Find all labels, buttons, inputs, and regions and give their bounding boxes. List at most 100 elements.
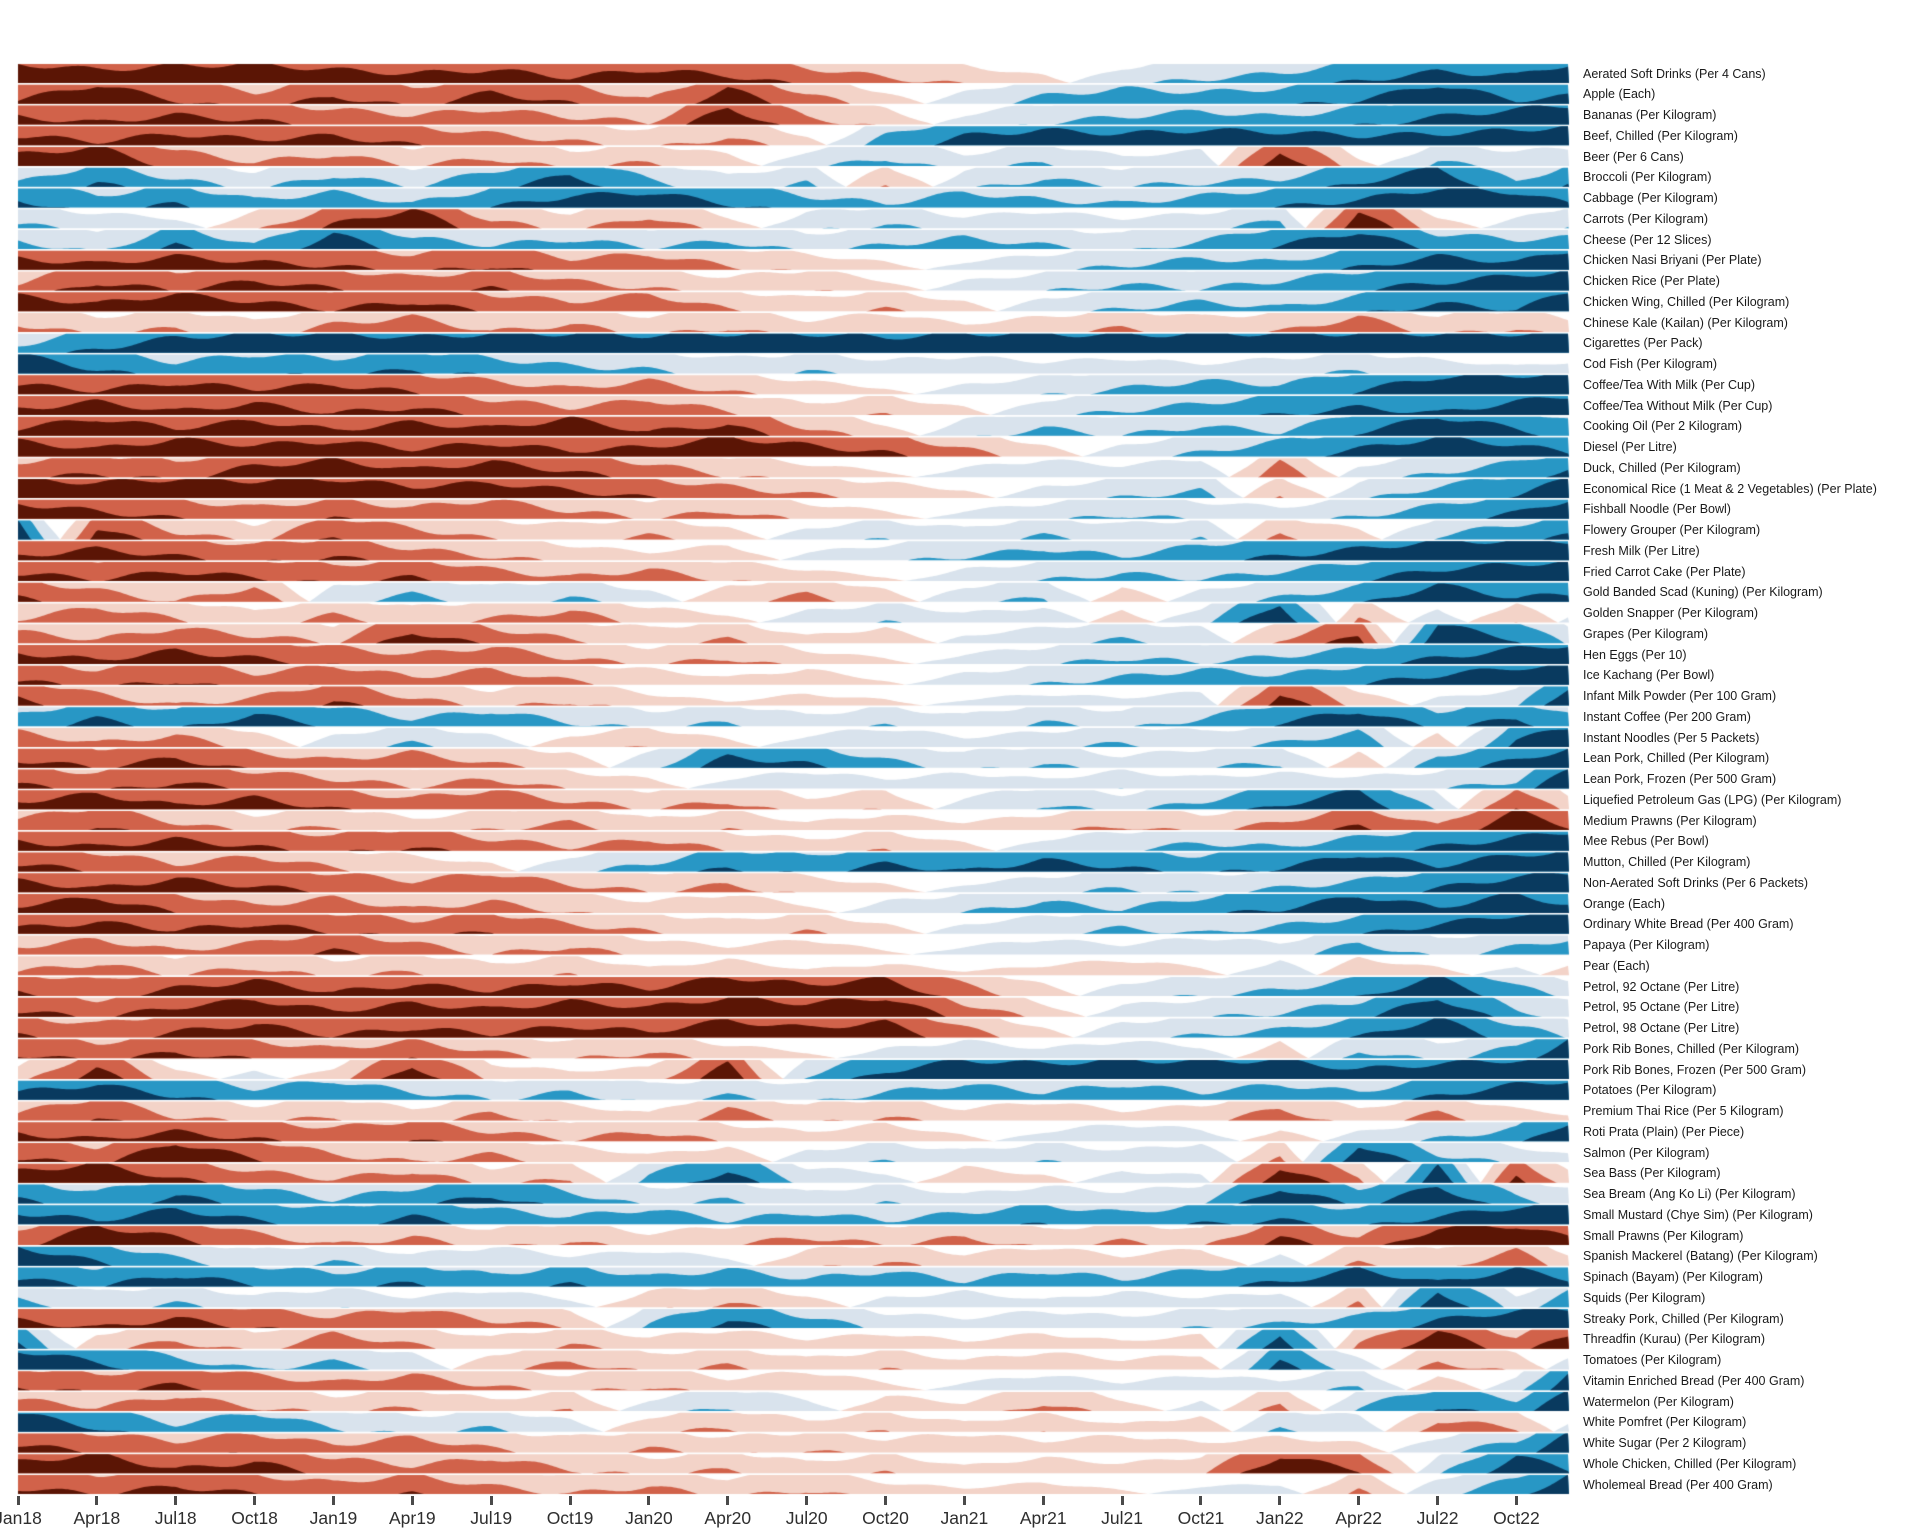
x-axis-tick xyxy=(726,1496,730,1505)
row-label: Chinese Kale (Kailan) (Per Kilogram) xyxy=(1583,315,1788,330)
row-label: Cod Fish (Per Kilogram) xyxy=(1583,356,1718,371)
row-label: Coffee/Tea Without Milk (Per Cup) xyxy=(1583,398,1773,413)
x-axis-tick-label: Oct20 xyxy=(862,1508,909,1528)
row-label: Vitamin Enriched Bread (Per 400 Gram) xyxy=(1583,1373,1805,1388)
x-axis-tick-label: Jan22 xyxy=(1255,1508,1304,1528)
row-label: Cigarettes (Per Pack) xyxy=(1583,336,1703,350)
row-label: Potatoes (Per Kilogram) xyxy=(1583,1083,1717,1097)
x-axis-tick xyxy=(1120,1496,1124,1505)
x-axis-tick xyxy=(253,1496,257,1505)
x-axis-tick-label: Apr20 xyxy=(704,1508,752,1528)
row-label: Streaky Pork, Chilled (Per Kilogram) xyxy=(1583,1311,1784,1326)
row-label: Ordinary White Bread (Per 400 Gram) xyxy=(1583,917,1794,931)
x-axis-tick xyxy=(489,1496,493,1505)
x-axis-tick xyxy=(331,1496,335,1505)
row-label: Tomatoes (Per Kilogram) xyxy=(1583,1352,1722,1367)
x-axis-tick xyxy=(1278,1496,1282,1505)
x-axis-tick xyxy=(805,1496,809,1505)
row-label: Beer (Per 6 Cans) xyxy=(1583,149,1684,164)
x-axis-tick-label: Apr22 xyxy=(1335,1508,1383,1528)
row-label: Fresh Milk (Per Litre) xyxy=(1583,543,1700,558)
row-label: Fishball Noodle (Per Bowl) xyxy=(1583,502,1731,516)
x-axis-tick-label: Jul21 xyxy=(1101,1508,1144,1528)
x-axis-tick-label: Apr18 xyxy=(73,1508,121,1528)
x-axis-tick xyxy=(410,1496,414,1505)
row-label: Infant Milk Powder (Per 100 Gram) xyxy=(1583,688,1777,703)
x-axis-tick xyxy=(95,1496,99,1505)
x-axis-tick-label: Oct21 xyxy=(1177,1508,1225,1528)
row-label: Petrol, 98 Octane (Per Litre) xyxy=(1583,1020,1740,1035)
x-axis-tick-label: Apr21 xyxy=(1019,1508,1067,1528)
row-label: Beef, Chilled (Per Kilogram) xyxy=(1583,128,1738,143)
x-axis-tick-label: Jan18 xyxy=(0,1508,42,1528)
row-label: Lean Pork, Frozen (Per 500 Gram) xyxy=(1583,771,1777,786)
row-label: Broccoli (Per Kilogram) xyxy=(1583,170,1712,184)
row-label: Gold Banded Scad (Kuning) (Per Kilogram) xyxy=(1583,585,1823,599)
row-label: Aerated Soft Drinks (Per 4 Cans) xyxy=(1583,66,1766,81)
row-label: Chicken Nasi Briyani (Per Plate) xyxy=(1583,253,1762,267)
row-label: Salmon (Per Kilogram) xyxy=(1583,1145,1710,1160)
row-label: White Sugar (Per 2 Kilogram) xyxy=(1583,1435,1747,1450)
row-label: Diesel (Per Litre) xyxy=(1583,439,1677,454)
row-label: Apple (Each) xyxy=(1583,87,1656,101)
row-label: Petrol, 92 Octane (Per Litre) xyxy=(1583,979,1740,994)
x-axis-tick-label: Jan20 xyxy=(625,1508,673,1528)
row-label: Bananas (Per Kilogram) xyxy=(1583,107,1717,122)
x-axis-tick-label: Jul19 xyxy=(470,1508,513,1528)
row-label: Threadfin (Kurau) (Per Kilogram) xyxy=(1583,1332,1766,1346)
x-axis-tick-label: Oct19 xyxy=(546,1508,594,1528)
row-label: Premium Thai Rice (Per 5 Kilogram) xyxy=(1583,1103,1784,1118)
row-label: Flowery Grouper (Per Kilogram) xyxy=(1583,522,1761,537)
x-axis-tick xyxy=(884,1496,887,1505)
x-axis-tick-label: Jul18 xyxy=(154,1508,197,1528)
row-label: Chicken Rice (Per Plate) xyxy=(1583,273,1720,288)
x-axis-tick xyxy=(1199,1496,1203,1505)
row-label: Sea Bream (Ang Ko Li) (Per Kilogram) xyxy=(1583,1186,1796,1201)
row-label: Mee Rebus (Per Bowl) xyxy=(1583,834,1709,848)
x-axis-tick-label: Jul20 xyxy=(785,1508,828,1528)
row-label: Small Mustard (Chye Sim) (Per Kilogram) xyxy=(1583,1207,1813,1222)
row-label: Fried Carrot Cake (Per Plate) xyxy=(1583,564,1746,579)
x-axis-tick xyxy=(16,1496,20,1505)
x-axis-tick-label: Oct18 xyxy=(231,1508,278,1528)
row-label: Cooking Oil (Per 2 Kilogram) xyxy=(1583,419,1743,433)
row-label: Liquefied Petroleum Gas (LPG) (Per Kilog… xyxy=(1583,792,1842,807)
x-axis-tick-label: Apr19 xyxy=(388,1508,436,1528)
row-label: Pork Rib Bones, Frozen (Per 500 Gram) xyxy=(1583,1062,1806,1077)
row-label: Hen Eggs (Per 10) xyxy=(1583,647,1687,662)
row-label: White Pomfret (Per Kilogram) xyxy=(1583,1415,1747,1429)
row-label: Roti Prata (Plain) (Per Piece) xyxy=(1583,1124,1745,1139)
row-label: Spanish Mackerel (Batang) (Per Kilogram) xyxy=(1583,1249,1818,1263)
row-label: Papaya (Per Kilogram) xyxy=(1583,937,1710,952)
x-axis-tick-label: Jan21 xyxy=(940,1508,989,1528)
row-label: Grapes (Per Kilogram) xyxy=(1583,626,1709,641)
x-axis-tick xyxy=(1357,1496,1361,1505)
row-label: Golden Snapper (Per Kilogram) xyxy=(1583,605,1759,620)
row-label: Wholemeal Bread (Per 400 Gram) xyxy=(1583,1477,1773,1492)
row-label: Duck, Chilled (Per Kilogram) xyxy=(1583,460,1741,475)
row-label: Economical Rice (1 Meat & 2 Vegetables) … xyxy=(1583,481,1877,496)
x-axis-tick xyxy=(568,1496,572,1505)
row-label: Petrol, 95 Octane (Per Litre) xyxy=(1583,1000,1740,1014)
row-label: Watermelon (Per Kilogram) xyxy=(1583,1394,1734,1409)
x-axis-tick xyxy=(1436,1496,1440,1505)
row-label: Small Prawns (Per Kilogram) xyxy=(1583,1228,1744,1243)
x-axis-tick xyxy=(1041,1496,1045,1505)
x-axis-tick xyxy=(962,1496,966,1505)
row-label: Mutton, Chilled (Per Kilogram) xyxy=(1583,854,1751,869)
row-label: Cabbage (Per Kilogram) xyxy=(1583,190,1718,205)
row-label: Medium Prawns (Per Kilogram) xyxy=(1583,813,1757,828)
x-axis-tick-label: Oct22 xyxy=(1493,1508,1540,1528)
row-label: Whole Chicken, Chilled (Per Kilogram) xyxy=(1583,1456,1797,1471)
x-axis-tick-label: Jan19 xyxy=(309,1508,358,1528)
x-axis-tick-label: Jul22 xyxy=(1416,1508,1459,1528)
x-axis-tick xyxy=(1514,1496,1518,1505)
row-label: Ice Kachang (Per Bowl) xyxy=(1583,668,1715,682)
row-label: Orange (Each) xyxy=(1583,896,1665,911)
row-label: Carrots (Per Kilogram) xyxy=(1583,211,1709,226)
row-label: Non-Aerated Soft Drinks (Per 6 Packets) xyxy=(1583,875,1809,890)
row-label: Sea Bass (Per Kilogram) xyxy=(1583,1166,1721,1180)
row-label: Pork Rib Bones, Chilled (Per Kilogram) xyxy=(1583,1041,1800,1056)
row-label: Spinach (Bayam) (Per Kilogram) xyxy=(1583,1269,1763,1284)
